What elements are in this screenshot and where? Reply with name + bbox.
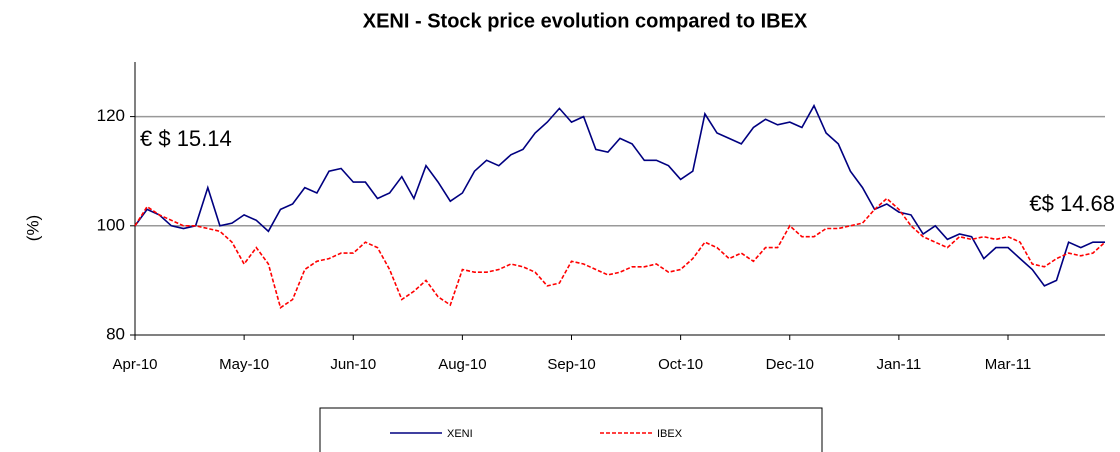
annotation: €$ 14.68 <box>1029 191 1115 216</box>
y-tick-label: 120 <box>97 106 125 125</box>
x-tick-label: Aug-10 <box>438 356 486 373</box>
series-line <box>134 103 1105 287</box>
x-tick-label: May-10 <box>219 356 269 373</box>
legend-label: IBEX <box>657 428 683 440</box>
x-tick-label: Apr-10 <box>112 356 157 373</box>
y-tick-label: 80 <box>106 324 125 343</box>
x-tick-label: Oct-10 <box>658 356 703 373</box>
x-tick-label: Dec-10 <box>766 356 814 373</box>
series-line <box>134 197 1106 309</box>
chart-title: XENI - Stock price evolution compared to… <box>363 10 808 32</box>
legend-label: XENI <box>447 428 473 440</box>
y-axis-label: (%) <box>23 215 42 241</box>
x-tick-label: Mar-11 <box>985 356 1031 373</box>
x-tick-label: Sep-10 <box>547 356 595 373</box>
y-tick-label: 100 <box>97 215 125 234</box>
x-tick-label: Jan-11 <box>876 356 921 373</box>
annotation: € $ 15.14 <box>140 126 232 151</box>
legend-box <box>319 407 823 452</box>
x-tick-label: Jun-10 <box>330 356 376 373</box>
